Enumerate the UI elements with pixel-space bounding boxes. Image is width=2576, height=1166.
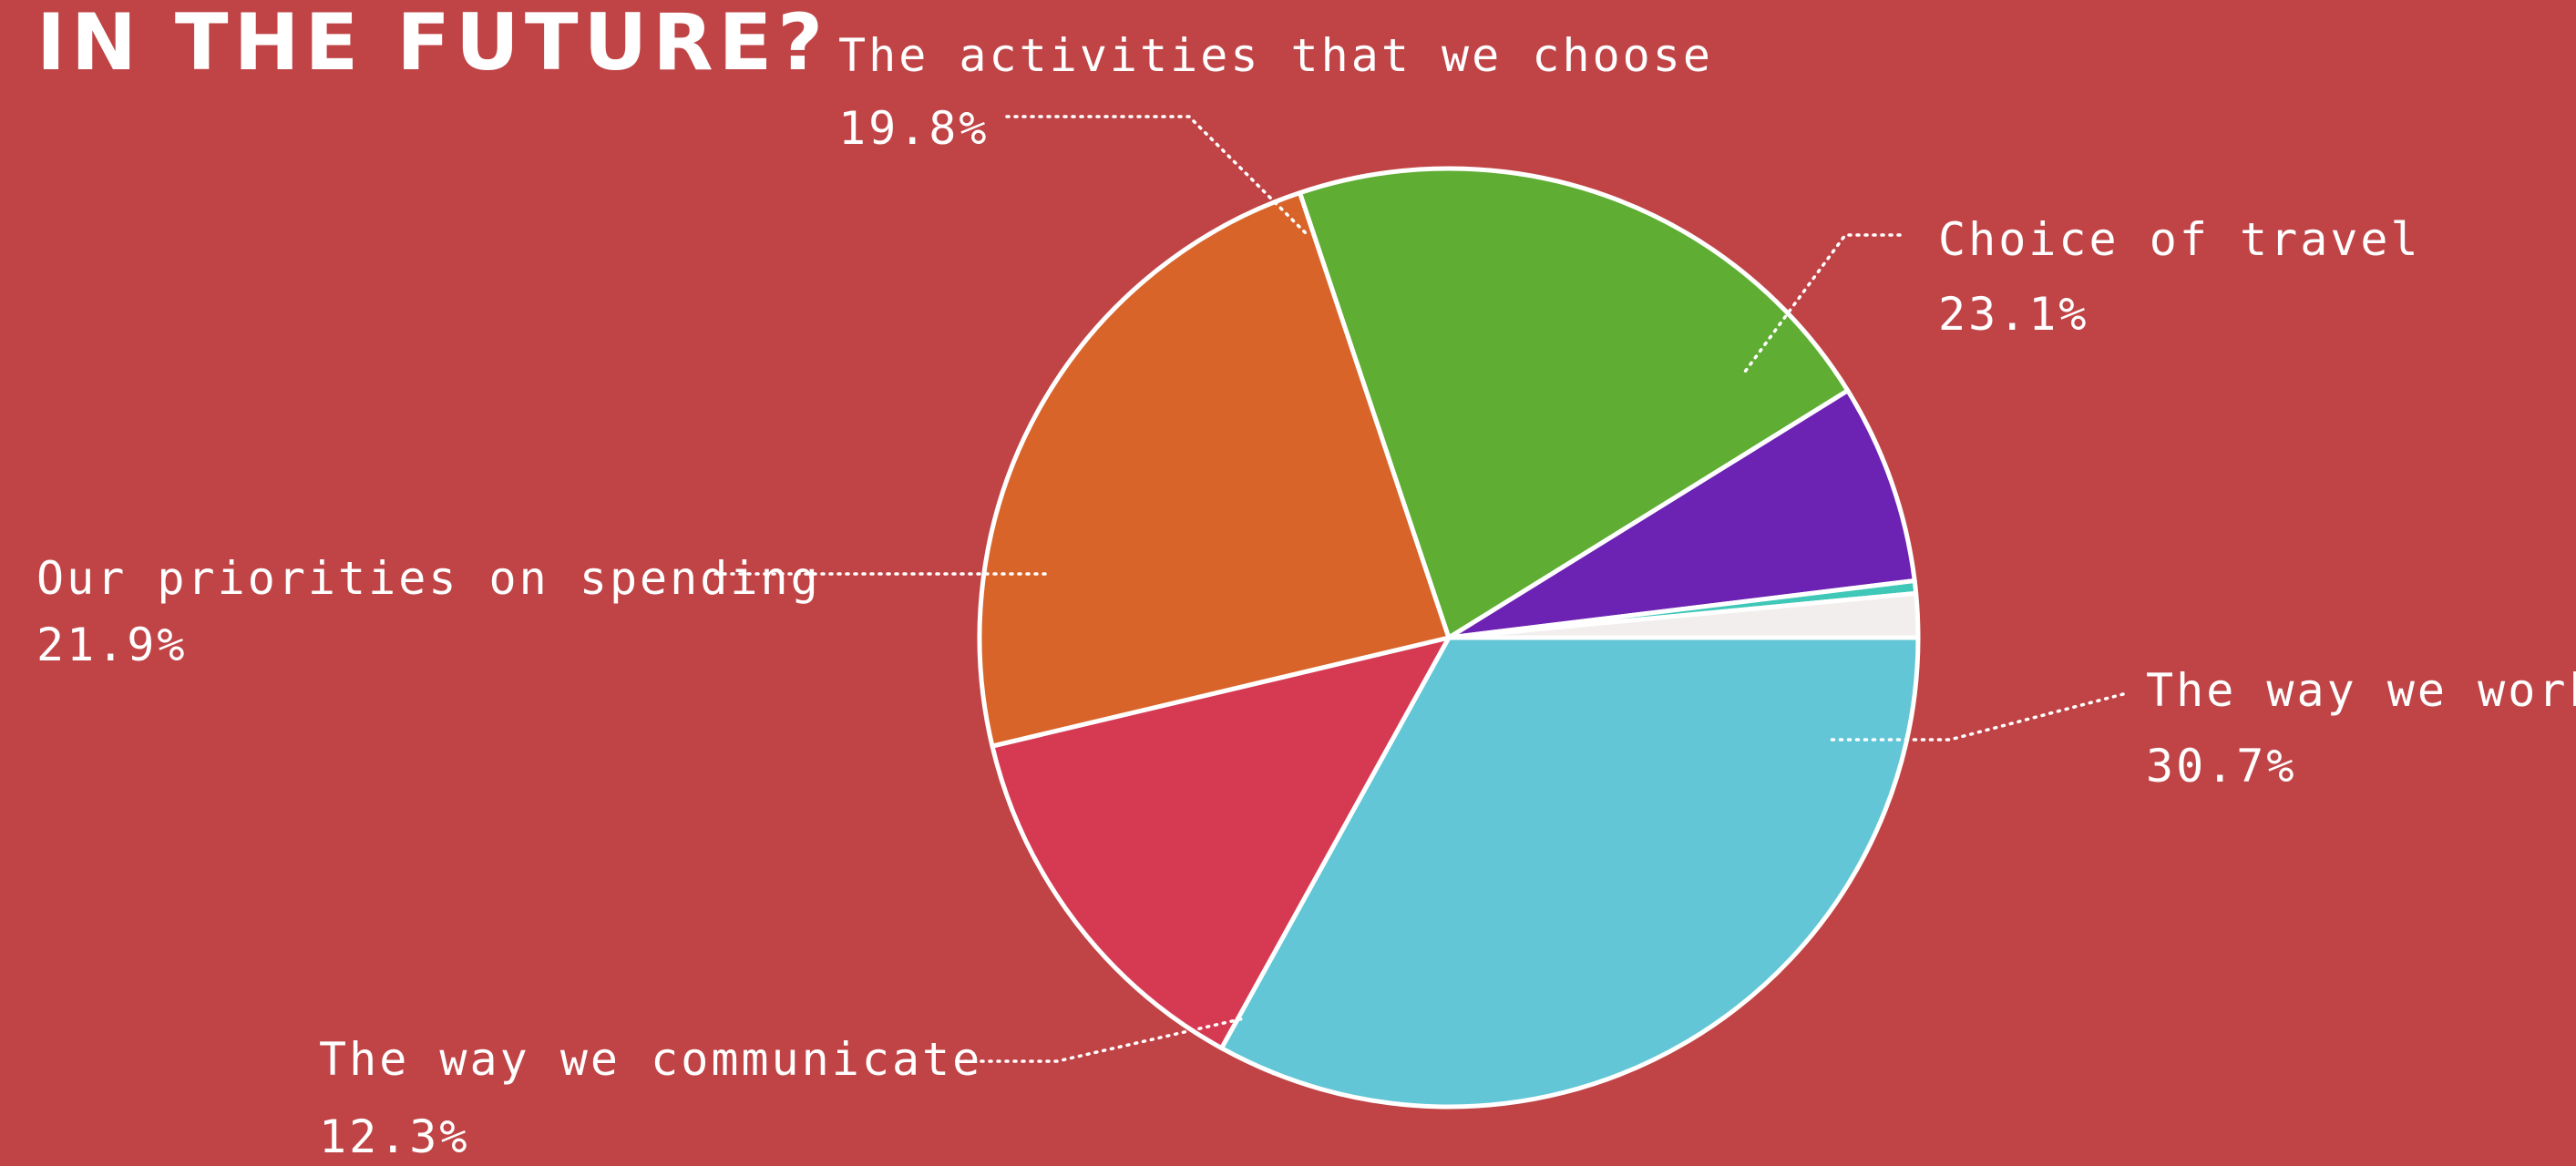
label-communicate: The way we communicate bbox=[319, 1033, 982, 1086]
page-title: IN THE FUTURE? bbox=[36, 0, 829, 88]
value-label-work: 30.7% bbox=[2146, 740, 2297, 793]
leader-line-travel bbox=[1743, 233, 1902, 373]
label-spending: Our priorities on spending bbox=[36, 552, 821, 605]
label-activities: The activities that we choose bbox=[838, 29, 1713, 82]
leader-line-work bbox=[1830, 692, 2125, 742]
pie-slice-communicate bbox=[990, 635, 1452, 1051]
pie-slice-travel bbox=[1446, 388, 1917, 640]
leader-line-communicate bbox=[955, 1017, 1246, 1063]
value-label-spending: 21.9% bbox=[36, 619, 188, 671]
slice-labels: The activities that we choose 19.8% Choi… bbox=[36, 29, 2576, 1163]
value-label-travel: 23.1% bbox=[1938, 288, 2089, 341]
value-label-communicate: 12.3% bbox=[319, 1110, 470, 1163]
leader-lines bbox=[713, 115, 2125, 1063]
pie-slice-spending bbox=[977, 190, 1452, 749]
value-label-activities: 19.8% bbox=[838, 102, 990, 155]
pie-slices bbox=[977, 166, 1921, 1110]
pie-slice-other_light bbox=[1446, 590, 1921, 640]
pie-slice-work bbox=[1219, 635, 1921, 1110]
label-work: The way we work bbox=[2146, 664, 2576, 717]
label-travel: Choice of travel bbox=[1938, 213, 2421, 266]
leader-line-activities bbox=[1005, 115, 1309, 237]
pie-slice-activities bbox=[1298, 166, 1851, 640]
